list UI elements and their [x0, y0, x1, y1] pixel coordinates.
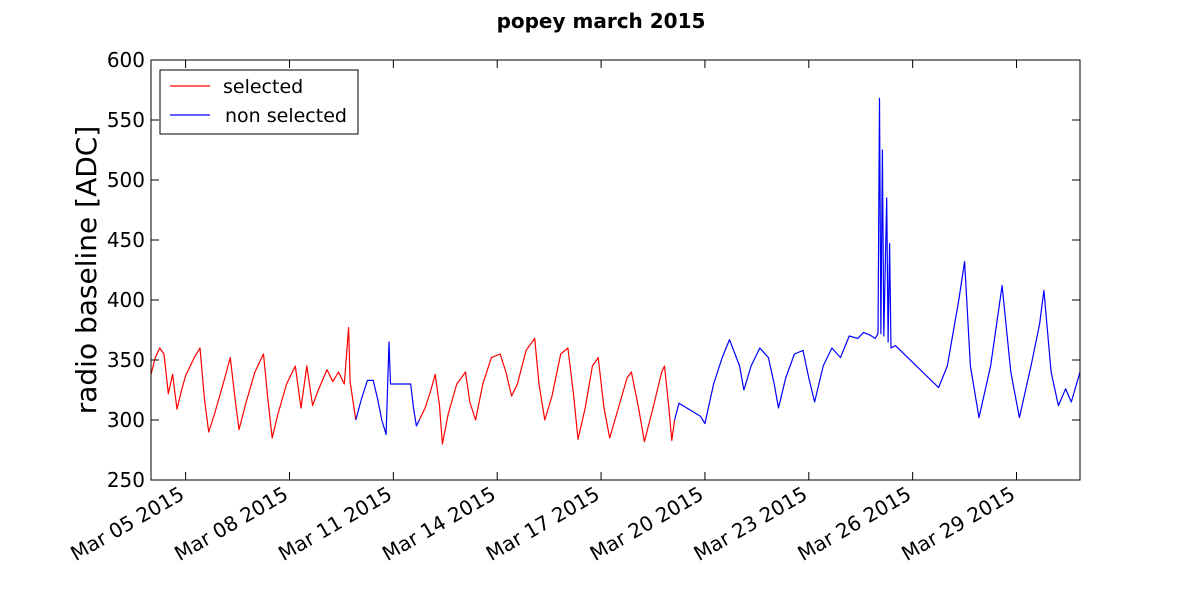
- y-tick-label: 500: [107, 168, 145, 192]
- series-lines: [150, 97, 1081, 445]
- x-tick-label: Mar 29 2015: [897, 482, 1019, 566]
- y-tick-label: 550: [107, 108, 145, 132]
- y-tick-label: 250: [107, 468, 145, 492]
- x-tick-label: Mar 17 2015: [482, 482, 604, 566]
- chart-title: popey march 2015: [497, 9, 706, 33]
- x-tick-label: Mar 11 2015: [274, 482, 396, 566]
- y-axis-label: radio baseline [ADC]: [70, 126, 103, 415]
- series-line-non-selected: [355, 341, 420, 435]
- y-tick-label: 400: [107, 288, 145, 312]
- x-tick-label: Mar 20 2015: [586, 482, 708, 566]
- legend-box: [159, 69, 359, 135]
- x-tick-label: Mar 14 2015: [378, 482, 500, 566]
- x-tick-label: Mar 08 2015: [170, 482, 292, 566]
- x-tick-label: Mar 23 2015: [689, 482, 811, 566]
- y-tick-label: 450: [107, 228, 145, 252]
- legend: selected non selected: [159, 69, 359, 135]
- plot-frame: [150, 59, 1081, 481]
- y-axis: 250 300 350 400 450 500 550 600: [107, 48, 1080, 492]
- y-tick-label: 600: [107, 48, 145, 72]
- x-tick-label: Mar 26 2015: [793, 482, 915, 566]
- series-line-non-selected: [674, 97, 1081, 425]
- series-line-selected: [150, 327, 357, 439]
- legend-label-selected: selected: [223, 76, 303, 98]
- y-tick-label: 300: [107, 408, 145, 432]
- series-line-selected: [418, 337, 676, 445]
- x-tick-label: Mar 05 2015: [66, 482, 188, 566]
- y-tick-label: 350: [107, 348, 145, 372]
- legend-label-non-selected: non selected: [225, 105, 347, 127]
